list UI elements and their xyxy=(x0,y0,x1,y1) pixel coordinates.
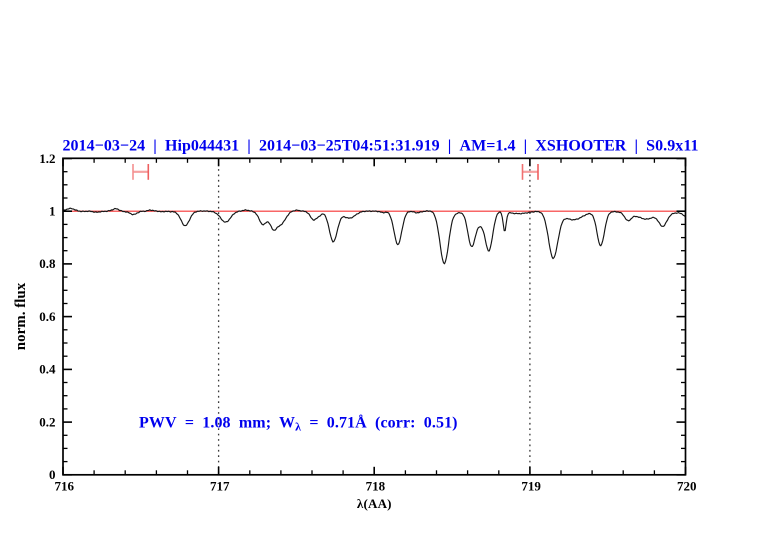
svg-text:1: 1 xyxy=(49,204,56,219)
svg-text:norm. flux: norm. flux xyxy=(13,282,29,350)
svg-text:0.2: 0.2 xyxy=(39,414,55,429)
svg-text:0.4: 0.4 xyxy=(39,362,56,377)
svg-text:λ(AA): λ(AA) xyxy=(357,496,392,511)
svg-text:0: 0 xyxy=(49,467,56,482)
svg-text:719: 719 xyxy=(521,479,541,494)
svg-text:PWV = 1.08 mm; Wλ = 0.71: PWV = 1.08 mm; Wλ = 0.71Å (corr: 0.51) xyxy=(139,414,458,434)
svg-text:717: 717 xyxy=(210,479,230,494)
svg-text:1.2: 1.2 xyxy=(39,151,55,166)
svg-text:716: 716 xyxy=(54,479,74,494)
svg-text:0.8: 0.8 xyxy=(39,256,56,271)
svg-text:2014−03−24 | Hip044431 | 2: 2014−03−24 | Hip044431 | 2014−03−25T04:5… xyxy=(62,138,698,155)
svg-text:718: 718 xyxy=(366,479,386,494)
svg-text:0.6: 0.6 xyxy=(39,309,56,324)
svg-text:720: 720 xyxy=(677,479,697,494)
